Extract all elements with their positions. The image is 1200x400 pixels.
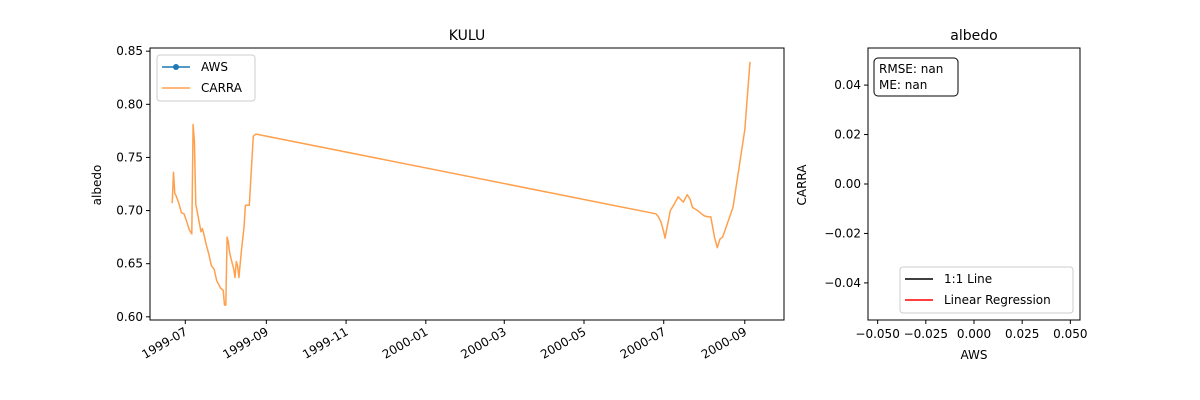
timeseries-legend: AWS CARRA xyxy=(156,54,256,102)
scatter-y-axis-label: CARRA xyxy=(795,164,809,206)
timeseries-y-tick-label: 0.75 xyxy=(116,150,143,164)
scatter-x-tick-label: 0.000 xyxy=(957,327,991,341)
scatter-x-tick-label: 0.025 xyxy=(1005,327,1039,341)
scatter-x-tick-label: −0.025 xyxy=(904,327,948,341)
timeseries-x-tick-label: 1999-11 xyxy=(300,324,350,361)
timeseries-x-tick-label: 2000-05 xyxy=(538,324,588,361)
legend-aws-label: AWS xyxy=(201,60,228,74)
timeseries-x-tick-label: 1999-09 xyxy=(220,324,270,361)
timeseries-panel: KULU 1999-07 1999-09 1999-11 2000-01 2000-03… xyxy=(90,28,785,362)
legend-one-to-one-label: 1:1 Line xyxy=(944,272,992,286)
scatter-y-tick-label: −0.04 xyxy=(824,276,861,290)
timeseries-x-ticks: 1999-07 1999-09 1999-11 2000-01 2000-03 2000-… xyxy=(139,320,749,362)
scatter-x-ticks: −0.050 −0.025 0.000 0.025 0.050 xyxy=(855,320,1088,341)
scatter-x-axis-label: AWS xyxy=(960,348,987,362)
scatter-y-tick-label: 0.04 xyxy=(834,78,861,92)
timeseries-plot-frame xyxy=(149,47,785,321)
scatter-title: albedo xyxy=(950,28,997,44)
legend-regression-label: Linear Regression xyxy=(944,293,1051,307)
series-line-carra xyxy=(171,61,751,306)
scatter-y-tick-label: −0.02 xyxy=(824,226,861,240)
timeseries-x-tick-label: 2000-09 xyxy=(699,324,749,361)
scatter-panel: albedo −0.050 −0.025 0.000 0.025 0.050 −0.04… xyxy=(795,28,1088,362)
stats-annotation: RMSE: nan ME: nan xyxy=(873,57,959,97)
scatter-y-ticks: −0.04 −0.02 0.00 0.02 0.04 xyxy=(824,78,868,290)
timeseries-x-tick-label: 2000-07 xyxy=(618,324,668,361)
timeseries-y-tick-label: 0.80 xyxy=(116,97,143,111)
timeseries-y-ticks: 0.60 0.65 0.70 0.75 0.80 0.85 xyxy=(116,44,150,324)
scatter-y-tick-label: 0.02 xyxy=(834,128,861,142)
timeseries-y-axis-label: albedo xyxy=(90,165,104,206)
scatter-x-tick-label: −0.050 xyxy=(855,327,899,341)
timeseries-series xyxy=(171,61,751,306)
stats-annotation-box xyxy=(873,57,959,97)
legend-aws-marker xyxy=(173,64,179,70)
scatter-y-tick-label: 0.00 xyxy=(834,177,861,191)
stats-rmse: RMSE: nan xyxy=(879,62,943,76)
timeseries-y-tick-label: 0.60 xyxy=(116,310,143,324)
legend-carra-label: CARRA xyxy=(201,81,243,95)
timeseries-x-tick-label: 2000-01 xyxy=(380,324,430,361)
scatter-legend-box xyxy=(899,266,1074,314)
scatter-legend: 1:1 Line Linear Regression xyxy=(899,266,1074,314)
timeseries-title: KULU xyxy=(449,28,485,44)
scatter-x-tick-label: 0.050 xyxy=(1053,327,1087,341)
timeseries-y-tick-label: 0.70 xyxy=(116,204,143,218)
timeseries-y-tick-label: 0.85 xyxy=(116,44,143,58)
timeseries-y-tick-label: 0.65 xyxy=(116,257,143,271)
timeseries-x-tick-label: 2000-03 xyxy=(458,324,508,361)
scatter-plot-frame xyxy=(867,47,1081,321)
stats-me: ME: nan xyxy=(879,78,927,92)
timeseries-x-tick-label: 1999-07 xyxy=(139,324,189,361)
